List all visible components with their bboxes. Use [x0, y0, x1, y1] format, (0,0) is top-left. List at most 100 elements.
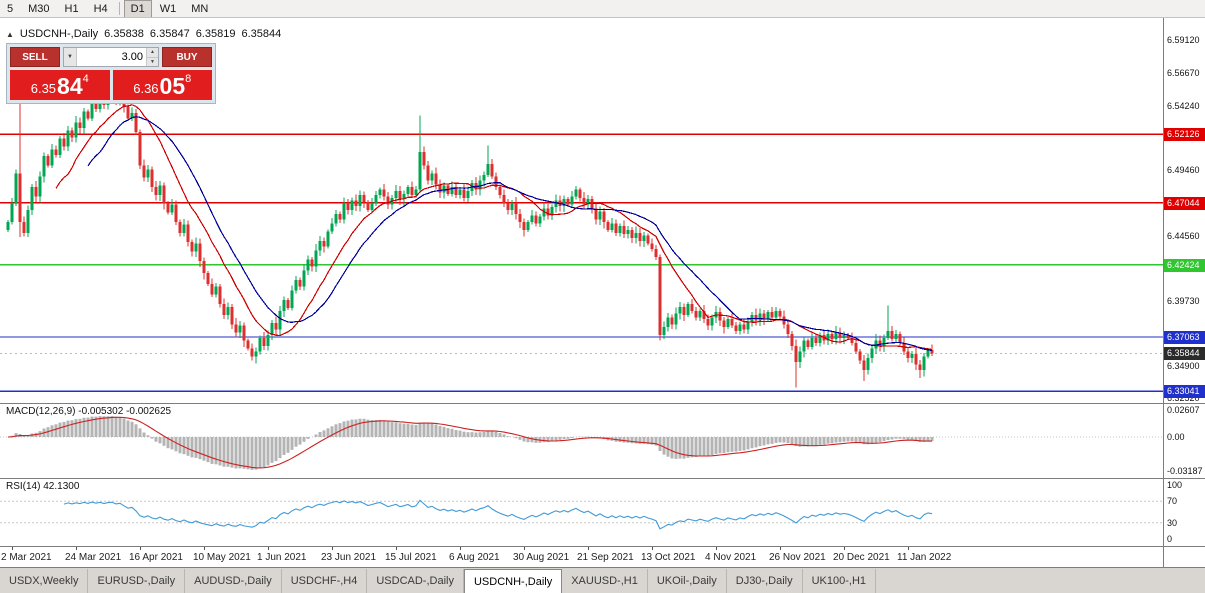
symbol-tab-bar: USDX,Weekly EURUSD-,Daily AUDUSD-,Daily USD… — [0, 568, 1205, 593]
ma-slow-line — [87, 116, 933, 352]
date-tick — [460, 547, 461, 550]
date-tick — [716, 547, 717, 550]
tab-uk100-h1[interactable]: UK100-,H1 — [803, 569, 877, 593]
chart-title: USDCNH-,Daily — [19, 28, 99, 40]
ohlc-open: 6.35838 — [104, 28, 144, 40]
tab-xauusd-h1[interactable]: XAUUSD-,H1 — [562, 569, 648, 593]
macd-plot — [0, 416, 1163, 470]
date-label: 15 Jul 2021 — [385, 552, 437, 563]
macd-histogram — [10, 416, 934, 470]
price-axis-label: 6.39730 — [1167, 296, 1200, 307]
tab-eurusd-daily[interactable]: EURUSD-,Daily — [88, 569, 186, 593]
level-price-tag: 6.42424 — [1164, 258, 1205, 272]
ask-big-figure: 6.36 — [133, 81, 159, 96]
volume-spinner: ▲ ▼ — [146, 48, 158, 66]
buy-button[interactable]: BUY — [162, 47, 212, 67]
macd-label: MACD(12,26,9) -0.005302 -0.002625 — [6, 406, 172, 417]
time-axis-row: 2 Mar 2021 24 Mar 2021 16 Apr 2021 10 May 2… — [0, 547, 1205, 568]
rsi-axis[interactable]: 100 70 30 0 — [1163, 479, 1205, 546]
timeframe-button-MN[interactable]: MN — [191, 2, 209, 15]
date-tick — [780, 547, 781, 550]
date-axis[interactable]: 2 Mar 2021 24 Mar 2021 16 Apr 2021 10 May 2… — [0, 547, 1163, 567]
volume-dropdown-icon[interactable]: ▼ — [64, 48, 77, 66]
date-label: 24 Mar 2021 — [65, 552, 122, 563]
date-tick — [524, 547, 525, 550]
rsi-axis-label: 30 — [1167, 517, 1178, 528]
date-tick — [140, 547, 141, 550]
macd-panel: MACD(12,26,9) -0.005302 -0.002625 0.0260… — [0, 404, 1205, 479]
level-price-tag: 6.33041 — [1164, 385, 1205, 399]
bid-point: 4 — [82, 73, 89, 85]
ohlc-low: 6.35819 — [195, 28, 236, 40]
date-tick — [844, 547, 845, 550]
volume-input[interactable]: 3.00 — [121, 51, 143, 63]
date-tick — [396, 547, 397, 550]
volume-decrease-icon[interactable]: ▼ — [147, 57, 158, 66]
price-axis-label: 6.34900 — [1167, 361, 1200, 372]
macd-signal-line — [7, 416, 932, 469]
date-tick — [652, 547, 653, 550]
sell-button[interactable]: SELL — [10, 47, 60, 67]
timeframe-button-H1[interactable]: H1 — [64, 2, 79, 15]
date-tick — [588, 547, 589, 550]
rsi-plot-area[interactable]: RSI(14) 42.1300 — [0, 479, 1163, 546]
date-tick — [76, 547, 77, 550]
macd-axis[interactable]: 0.02607 0.00 -0.03187 — [1163, 404, 1205, 478]
macd-plot-area[interactable]: MACD(12,26,9) -0.005302 -0.002625 — [0, 404, 1163, 478]
date-label: 10 May 2021 — [193, 552, 251, 563]
date-label: 16 Apr 2021 — [129, 552, 183, 563]
date-tick — [12, 547, 13, 550]
level-price-tag: 6.52126 — [1164, 128, 1205, 142]
volume-control: ▼ 3.00 ▲ ▼ — [63, 47, 159, 67]
rsi-axis-label: 100 — [1167, 480, 1183, 490]
tab-dj30-daily[interactable]: DJ30-,Daily — [727, 569, 803, 593]
macd-axis-label: 0.02607 — [1167, 404, 1200, 415]
date-label: 26 Nov 2021 — [769, 552, 826, 563]
tab-audusd-daily[interactable]: AUDUSD-,Daily — [185, 569, 282, 593]
one-click-trading-toggle-icon[interactable]: ▲ — [6, 29, 14, 39]
tab-usdchf-h4[interactable]: USDCHF-,H4 — [282, 569, 368, 593]
date-label: 30 Aug 2021 — [513, 552, 570, 563]
price-axis-label: 6.56670 — [1167, 68, 1200, 79]
timeframe-button-H4[interactable]: H4 — [93, 2, 108, 15]
timeframe-toolbar: 5 M30 H1 H4 D1 W1 MN — [0, 0, 1205, 18]
tab-usdcad-daily[interactable]: USDCAD-,Daily — [367, 569, 464, 593]
date-label: 20 Dec 2021 — [833, 552, 890, 563]
chart-panel: ▲ USDCNH-,Daily 6.35838 6.35847 6.35819 … — [0, 18, 1205, 404]
volume-increase-icon[interactable]: ▲ — [147, 48, 158, 58]
rsi-plot — [0, 499, 1163, 530]
ask-pips: 05 — [159, 73, 186, 99]
date-label: 21 Sep 2021 — [577, 552, 634, 563]
rsi-label: RSI(14) 42.1300 — [6, 481, 80, 492]
toolbar-separator — [118, 2, 120, 15]
rsi-panel: RSI(14) 42.1300 100 70 30 0 — [0, 479, 1205, 547]
date-label: 11 Jan 2022 — [897, 552, 952, 563]
timeframe-button-W1[interactable]: W1 — [159, 2, 177, 15]
candlestick-plot[interactable] — [0, 18, 1163, 403]
timeframe-button-M30[interactable]: M30 — [28, 2, 50, 15]
chart-plot[interactable]: ▲ USDCNH-,Daily 6.35838 6.35847 6.35819 … — [0, 18, 1163, 403]
tab-usdx-weekly[interactable]: USDX,Weekly — [0, 569, 89, 593]
macd-axis-label: -0.03187 — [1167, 465, 1203, 476]
date-label: 4 Nov 2021 — [705, 552, 757, 563]
date-tick — [268, 547, 269, 550]
tab-usdcnh-daily[interactable]: USDCNH-,Daily — [463, 569, 563, 593]
rsi-axis-label: 0 — [1167, 534, 1173, 544]
price-axis-label: 6.49460 — [1167, 165, 1200, 176]
timeframe-button-5[interactable]: 5 — [7, 2, 14, 15]
date-tick — [204, 547, 205, 550]
ma-fast-line — [55, 104, 933, 351]
timeframe-button-D1[interactable]: D1 — [123, 0, 152, 17]
bid-quote: 6.35 84 4 — [10, 70, 110, 100]
date-label: 13 Oct 2021 — [641, 552, 696, 563]
candles — [6, 85, 934, 388]
date-tick — [908, 547, 909, 550]
level-price-tag: 6.37063 — [1164, 331, 1205, 344]
tab-ukoil-daily[interactable]: UKOil-,Daily — [648, 569, 727, 593]
level-price-tag: 6.47044 — [1164, 196, 1205, 210]
price-axis[interactable]: 6.59120 6.56670 6.54240 6.49460 6.44560 6.397… — [1163, 18, 1205, 403]
price-axis-label: 6.44560 — [1167, 231, 1200, 242]
price-axis-label: 6.54240 — [1167, 100, 1200, 111]
date-label: 23 Jun 2021 — [321, 552, 377, 563]
